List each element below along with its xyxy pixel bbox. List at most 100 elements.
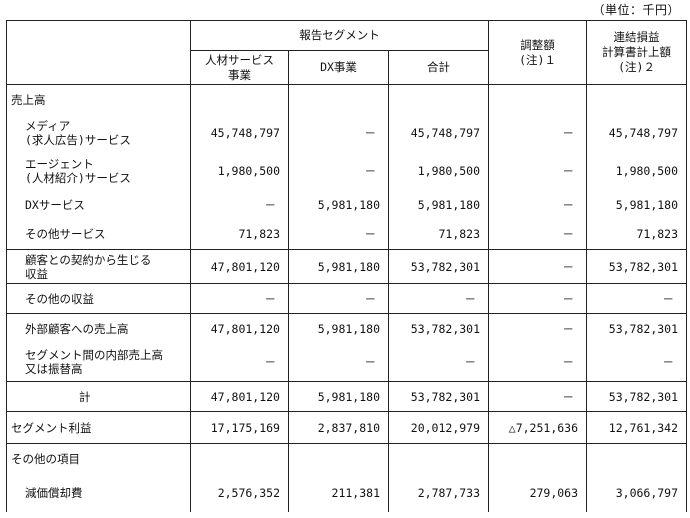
table-row: 売上高 xyxy=(6,84,688,115)
table-row: セグメント利益 17,175,169 2,837,810 20,012,979 △7,2… xyxy=(6,411,688,444)
cell-total: 53,782,301 xyxy=(387,313,490,344)
cell-adj xyxy=(488,84,588,115)
table-row: DXサービス－ 5,981,180 5,981,180 － 5,981,180 xyxy=(6,189,688,220)
row-label: 売上高 xyxy=(6,84,191,115)
cell-dx: － xyxy=(288,151,389,190)
cell-total: 2,787,733 xyxy=(387,473,490,512)
row-label: その他の項目 xyxy=(6,443,191,474)
cell-hr: 47,801,120 xyxy=(190,381,289,412)
cell-consol: 53,782,301 xyxy=(586,313,688,344)
cell-adj: － xyxy=(488,381,588,412)
row-label: エージェント (人材紹介)サービス xyxy=(6,151,191,190)
cell-consol: 3,066,797 xyxy=(586,473,688,512)
header-dx: DX事業 xyxy=(288,50,389,85)
cell-dx: － xyxy=(288,219,389,250)
table-row: メディア (求人広告)サービス 45,748,797 － 45,748,797 － 45,7… xyxy=(6,114,688,152)
table-row: その他の収益－－－－－ xyxy=(6,283,688,314)
row-label: DXサービス xyxy=(6,189,191,220)
row-label: 減価償却費 xyxy=(6,473,191,512)
cell-dx: 5,981,180 xyxy=(288,189,389,220)
cell-consol: 53,782,301 xyxy=(586,381,688,412)
cell-hr: 47,801,120 xyxy=(190,313,289,344)
segment-table: 報告セグメント 調整額 (注)１ 連結損益 計算書計上額 (注)２ 人材サービス… xyxy=(6,20,688,512)
table-row: 顧客との契約から生じる 収益 47,801,120 5,981,180 53,782,3… xyxy=(6,249,688,284)
cell-consol: － xyxy=(586,343,688,382)
cell-total: 5,981,180 xyxy=(387,189,490,220)
cell-consol: 71,823 xyxy=(586,219,688,250)
header-blank xyxy=(6,20,191,85)
cell-consol xyxy=(586,443,688,474)
cell-adj: － xyxy=(488,114,588,152)
table-row: 減価償却費 2,576,352 211,381 2,787,733 279,063 3,0… xyxy=(6,473,688,512)
header-hr-services: 人材サービス 事業 xyxy=(190,50,289,85)
unit-note: （単位：千円） xyxy=(592,3,680,17)
cell-hr: 17,175,169 xyxy=(190,411,289,444)
cell-consol: － xyxy=(586,283,688,314)
cell-total: 45,748,797 xyxy=(387,114,490,152)
cell-adj: － xyxy=(488,151,588,190)
table-row: 外部顧客への売上高 47,801,120 5,981,180 53,782,301 － 5… xyxy=(6,313,688,344)
cell-hr: － xyxy=(190,343,289,382)
cell-consol: 1,980,500 xyxy=(586,151,688,190)
cell-hr xyxy=(190,84,289,115)
cell-dx: 5,981,180 xyxy=(288,381,389,412)
cell-adj: － xyxy=(488,343,588,382)
row-label: セグメント利益 xyxy=(6,411,191,444)
cell-consol: 12,761,342 xyxy=(586,411,688,444)
cell-hr: － xyxy=(190,189,289,220)
cell-hr: 1,980,500 xyxy=(190,151,289,190)
row-label: その他の収益 xyxy=(6,283,191,314)
table-row: エージェント (人材紹介)サービス 1,980,500 － 1,980,500 － 1,98… xyxy=(6,151,688,190)
cell-total: － xyxy=(387,283,490,314)
cell-dx: 5,981,180 xyxy=(288,313,389,344)
table-header: 報告セグメント 調整額 (注)１ 連結損益 計算書計上額 (注)２ 人材サービス… xyxy=(6,20,688,85)
cell-total xyxy=(387,443,490,474)
cell-hr: － xyxy=(190,283,289,314)
cell-consol xyxy=(586,84,688,115)
cell-hr xyxy=(190,443,289,474)
cell-total: 53,782,301 xyxy=(387,249,490,284)
row-label: メディア (求人広告)サービス xyxy=(6,114,191,152)
cell-hr: 47,801,120 xyxy=(190,249,289,284)
cell-dx xyxy=(288,84,389,115)
table-body: 売上高 メディア (求人広告)サービス 45,748,797 － 45,748,797 － 4… xyxy=(6,84,688,512)
header-segment-group: 報告セグメント xyxy=(189,20,490,51)
row-label: 外部顧客への売上高 xyxy=(6,313,191,344)
table-row: その他サービス 71,823 － 71,823 － 71,823 xyxy=(6,219,688,250)
table-row: セグメント間の内部売上高 又は振替高－－－－－ xyxy=(6,343,688,382)
cell-dx: － xyxy=(288,114,389,152)
cell-total: 53,782,301 xyxy=(387,381,490,412)
cell-total: － xyxy=(387,343,490,382)
cell-dx: 5,981,180 xyxy=(288,249,389,284)
cell-total: 71,823 xyxy=(387,219,490,250)
row-label: セグメント間の内部売上高 又は振替高 xyxy=(6,343,191,382)
row-label: 顧客との契約から生じる 収益 xyxy=(6,249,191,284)
cell-total xyxy=(387,84,490,115)
cell-adj: － xyxy=(488,249,588,284)
cell-dx: － xyxy=(288,283,389,314)
cell-dx: － xyxy=(288,343,389,382)
cell-adj: － xyxy=(488,189,588,220)
cell-adj: － xyxy=(488,219,588,250)
cell-consol: 45,748,797 xyxy=(586,114,688,152)
row-label: その他サービス xyxy=(6,219,191,250)
header-consolidated: 連結損益 計算書計上額 (注)２ xyxy=(586,20,688,85)
cell-total: 20,012,979 xyxy=(387,411,490,444)
cell-hr: 71,823 xyxy=(190,219,289,250)
cell-hr: 45,748,797 xyxy=(190,114,289,152)
header-total: 合計 xyxy=(387,50,490,85)
cell-consol: 5,981,180 xyxy=(586,189,688,220)
cell-total: 1,980,500 xyxy=(387,151,490,190)
cell-adj: △7,251,636 xyxy=(488,411,588,444)
cell-adj: － xyxy=(488,283,588,314)
cell-hr: 2,576,352 xyxy=(190,473,289,512)
table-row: 計 47,801,120 5,981,180 53,782,301 － 53,782,30… xyxy=(6,381,688,412)
cell-dx: 2,837,810 xyxy=(288,411,389,444)
cell-consol: 53,782,301 xyxy=(586,249,688,284)
cell-adj: － xyxy=(488,313,588,344)
cell-adj xyxy=(488,443,588,474)
cell-dx: 211,381 xyxy=(288,473,389,512)
cell-adj: 279,063 xyxy=(488,473,588,512)
header-adjustment: 調整額 (注)１ xyxy=(488,20,588,85)
row-label: 計 xyxy=(6,381,191,412)
